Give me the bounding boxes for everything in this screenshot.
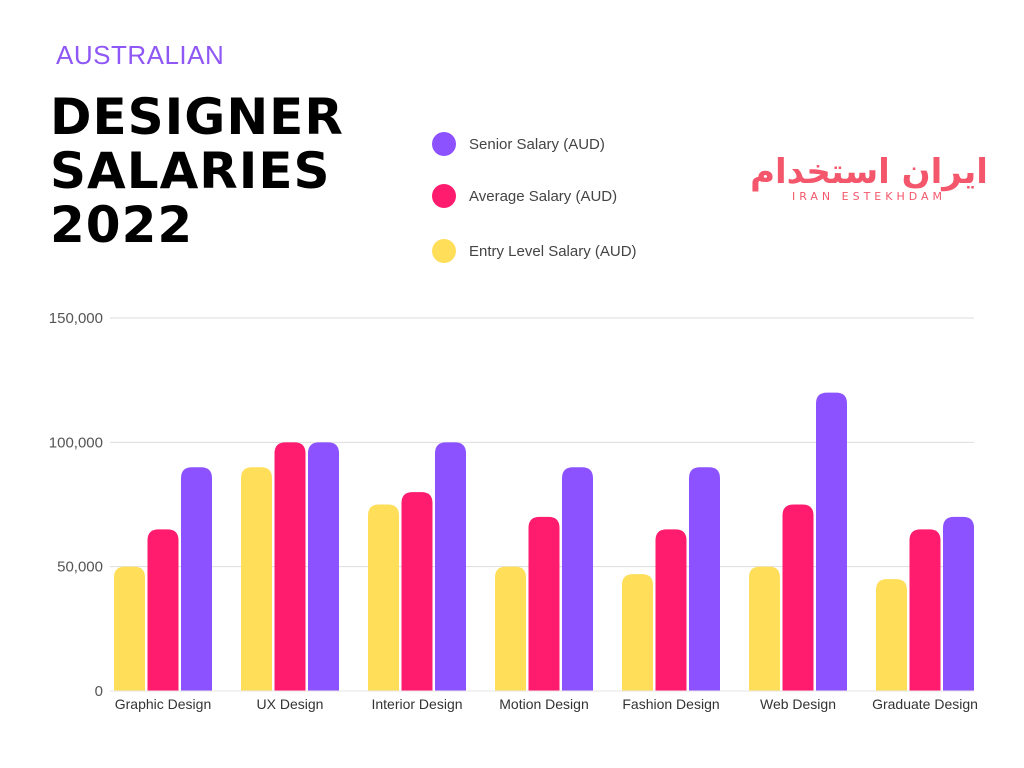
legend-swatch-senior — [432, 132, 456, 156]
legend-swatch-entry — [432, 239, 456, 263]
chart-title-line-3: 2022 — [50, 196, 194, 254]
y-tick-label: 100,000 — [49, 434, 103, 451]
bar-senior — [562, 467, 593, 691]
bar-entry — [368, 504, 399, 691]
x-category-label: Graduate Design — [872, 696, 978, 712]
y-tick-label: 0 — [95, 683, 103, 700]
legend-item-senior: Senior Salary (AUD) — [432, 132, 605, 156]
legend-label-senior: Senior Salary (AUD) — [469, 135, 605, 153]
legend-label-entry: Entry Level Salary (AUD) — [469, 242, 637, 260]
chart-title-line-1: DESIGNER — [50, 88, 344, 146]
bar-average — [782, 504, 814, 691]
bar-senior — [816, 392, 847, 691]
bar-senior — [943, 516, 974, 691]
bar-entry — [876, 579, 907, 691]
brand-logo: ایران استخدام IRAN ESTEKHDAM — [744, 152, 994, 212]
bar-average — [655, 529, 687, 691]
bar-entry — [114, 566, 145, 691]
legend-item-average: Average Salary (AUD) — [432, 184, 617, 208]
bar-senior — [308, 442, 339, 691]
bar-entry — [495, 566, 526, 691]
bar-senior — [689, 467, 720, 691]
brand-logo-subtext: IRAN ESTEKHDAM — [791, 190, 947, 203]
y-tick-label: 150,000 — [49, 310, 103, 327]
bar-senior — [181, 467, 212, 691]
bar-average — [528, 516, 560, 691]
brand-logo-text: ایران استخدام — [750, 152, 988, 192]
chart-subtitle: AUSTRALIAN — [56, 40, 225, 70]
x-category-label: UX Design — [257, 696, 324, 712]
bar-entry — [749, 566, 780, 691]
x-category-label: Motion Design — [499, 696, 589, 712]
bar-entry — [241, 467, 272, 691]
legend-label-average: Average Salary (AUD) — [469, 187, 618, 205]
bar-entry — [622, 574, 653, 691]
bar-average — [909, 529, 941, 691]
x-category-label: Web Design — [760, 696, 836, 712]
bar-average — [147, 529, 179, 691]
legend-item-entry: Entry Level Salary (AUD) — [432, 239, 637, 263]
bar-average — [401, 492, 433, 691]
y-tick-label: 50,000 — [57, 559, 103, 576]
bar-average — [274, 442, 306, 691]
chart-title: DESIGNER SALARIES 2022 — [50, 90, 344, 252]
x-category-label: Graphic Design — [115, 696, 212, 712]
legend-swatch-average — [432, 184, 456, 208]
chart-title-line-2: SALARIES — [50, 142, 331, 200]
x-category-label: Fashion Design — [622, 696, 719, 712]
x-category-label: Interior Design — [371, 696, 462, 712]
bar-senior — [435, 442, 466, 691]
